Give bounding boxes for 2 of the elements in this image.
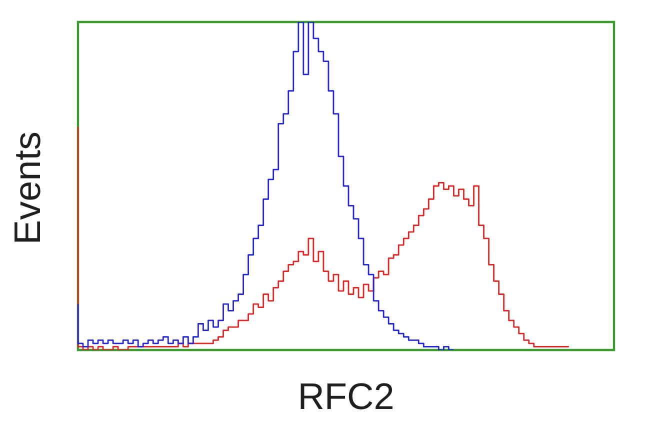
y-axis-title: Events [7, 131, 48, 245]
x-axis-title: RFC2 [296, 376, 396, 417]
